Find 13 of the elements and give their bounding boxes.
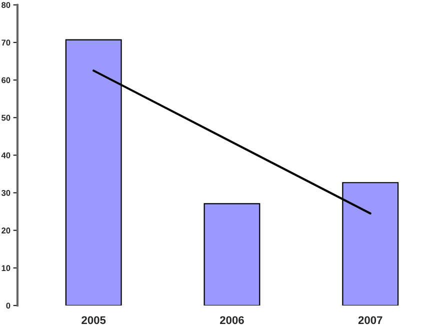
x-tick-label: 2006 [220, 316, 244, 324]
y-tick-label: 30 [1, 190, 10, 196]
bar [204, 203, 260, 306]
y-tick-label: 0 [6, 302, 10, 309]
y-tick-label: 50 [2, 114, 10, 121]
y-tick-label: 20 [2, 228, 10, 234]
y-tick-label: 60 [2, 77, 10, 84]
y-tick-label: 70 [2, 40, 10, 46]
y-tick-label: 80 [2, 2, 10, 8]
y-tick-label: 10 [2, 265, 10, 272]
x-tick-label: 2005 [82, 316, 106, 324]
y-tick-label: 40 [1, 152, 10, 158]
x-tick-label: 2007 [358, 316, 382, 324]
